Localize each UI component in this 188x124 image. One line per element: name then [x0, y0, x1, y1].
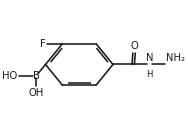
Text: H: H	[146, 70, 152, 79]
Text: N: N	[146, 53, 153, 63]
Text: HO: HO	[2, 71, 17, 81]
Text: F: F	[40, 39, 46, 49]
Text: OH: OH	[28, 88, 44, 98]
Text: B: B	[33, 71, 39, 81]
Text: NH₂: NH₂	[166, 53, 185, 63]
Text: O: O	[130, 41, 138, 51]
